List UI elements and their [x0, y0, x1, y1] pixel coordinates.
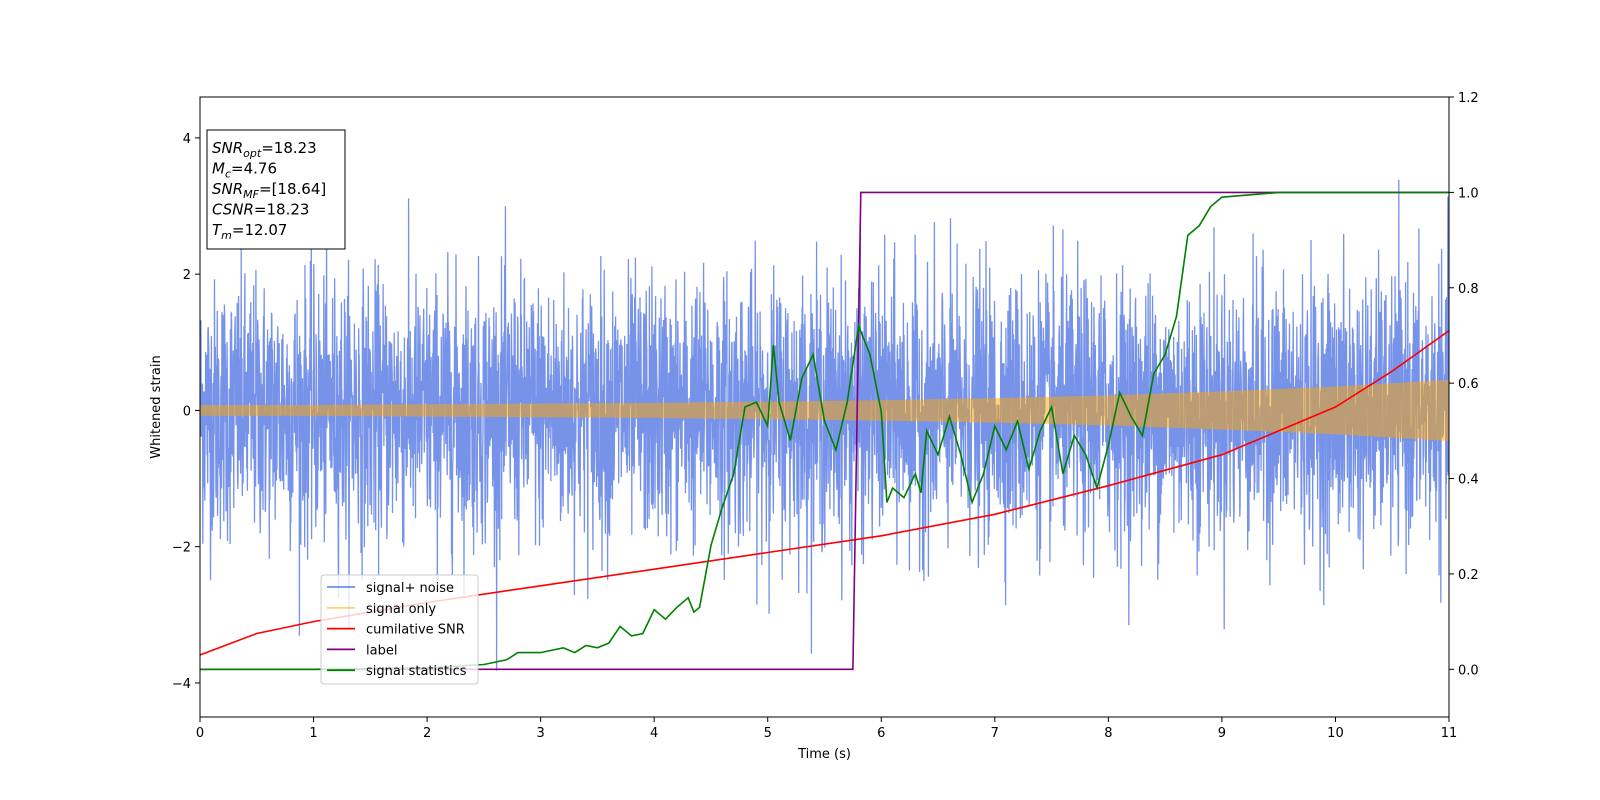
legend-frame: [320, 574, 479, 685]
series-label-line: [200, 191, 1449, 671]
annotation-var: T: [212, 221, 223, 239]
annotation-frame: [206, 129, 346, 250]
x-tick-label: 5: [764, 726, 772, 741]
y-tick-label: 0: [183, 404, 191, 419]
annotation-value: =18.23: [261, 139, 317, 157]
y2-tick-label: 0.0: [1458, 663, 1479, 678]
x-tick-label: 2: [423, 726, 431, 741]
x-tick-label: 1: [309, 726, 317, 741]
legend-label: cumilative SNR: [366, 623, 465, 638]
y2-tick-label: 1.0: [1458, 186, 1479, 201]
x-axis-label: Time (s): [797, 747, 851, 762]
legend: signal+ noise signal only cumilative SNR la…: [320, 574, 479, 685]
y2-tick-label: 1.2: [1458, 91, 1479, 106]
annotation-value: =18.23: [254, 201, 310, 219]
plot-frame: [199, 96, 1450, 718]
x-tick-label: 7: [991, 726, 999, 741]
y2-tick-label: 0.8: [1458, 282, 1479, 297]
legend-label: signal+ noise: [366, 581, 454, 596]
x-tick-label: 11: [1441, 726, 1458, 741]
annotation-sub: opt: [243, 147, 262, 160]
y2-tick-label: 0.4: [1458, 473, 1479, 488]
y-tick-label: −2: [172, 541, 191, 556]
y-tick-label: 2: [183, 268, 191, 283]
annotation-line: Tm=12.07: [212, 221, 287, 242]
y2-tick-label: 0.6: [1458, 377, 1479, 392]
annotation-line: SNRopt=18.23: [212, 139, 317, 160]
series-signal-statistics-line: [200, 191, 1449, 671]
series-signal-only-line: [200, 379, 1449, 442]
annotation-sub: c: [225, 168, 231, 181]
annotation-line: CSNR=18.23: [212, 201, 309, 219]
y-tick-label: −4: [172, 677, 191, 692]
annotation-var: SNR: [212, 180, 243, 198]
x-tick-label: 10: [1327, 726, 1344, 741]
annotation-line: Mc=4.76: [212, 160, 277, 181]
x-tick-label: 6: [877, 726, 885, 741]
annotation-var: CSNR: [212, 201, 254, 219]
y-tick-label: 4: [183, 132, 191, 147]
annotation-value: =[18.64]: [259, 180, 326, 198]
legend-label: signal statistics: [366, 664, 467, 679]
annotation-line: SNRMF=[18.64]: [212, 180, 326, 201]
x-tick-label: 4: [650, 726, 658, 741]
legend-label: signal only: [366, 602, 436, 617]
y-axis-label: Whitened strain: [149, 355, 164, 458]
annotation-box: SNRopt=18.23Mc=4.76SNRMF=[18.64]CSNR=18.…: [206, 129, 346, 250]
annotation-sub: MF: [243, 188, 259, 201]
axes: 0 1 2 3 4 5 6 7 8 9 10 11 −4 −2 0 2 4 0.0 0.2 0.4 0.6 0.8 1.0 1…: [172, 91, 1479, 741]
annotation-value: =12.07: [232, 221, 288, 239]
annotation-var: M: [212, 160, 225, 178]
legend-label: label: [366, 643, 397, 658]
annotation-var: SNR: [212, 139, 243, 157]
x-tick-label: 0: [196, 726, 204, 741]
annotation-value: =4.76: [231, 160, 277, 178]
x-tick-label: 8: [1104, 726, 1112, 741]
y2-tick-label: 0.2: [1458, 568, 1479, 583]
x-tick-label: 9: [1218, 726, 1226, 741]
annotation-sub: m: [221, 229, 232, 242]
x-tick-label: 3: [536, 726, 544, 741]
